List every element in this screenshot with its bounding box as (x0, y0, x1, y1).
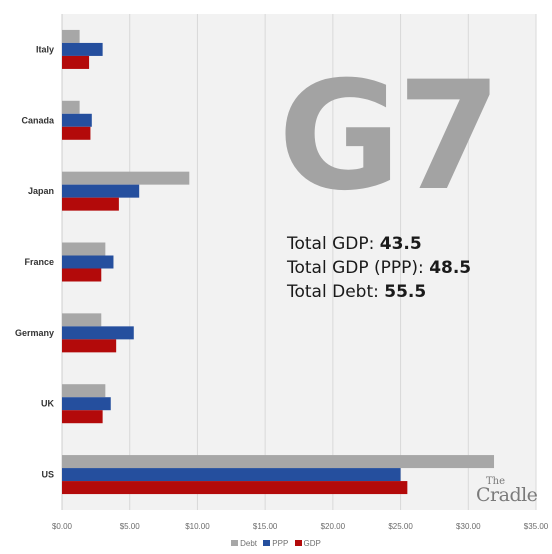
total-debt: Total Debt: 55.5 (287, 280, 471, 304)
category-label: Germany (15, 328, 54, 338)
bar-gdp (62, 268, 102, 282)
x-tick-label: $30.00 (456, 522, 481, 531)
legend-label: GDP (303, 539, 321, 548)
brand-name: Cradle (476, 484, 538, 506)
bar-gdp (62, 197, 119, 211)
category-label: UK (41, 399, 54, 409)
total-gdp-value: 43.5 (379, 234, 422, 254)
legend-label: Debt (240, 539, 258, 548)
bar-debt (62, 100, 80, 114)
category-label: US (41, 470, 54, 480)
bar-ppp (62, 42, 103, 56)
x-tick-label: $20.00 (321, 522, 346, 531)
bar-gdp (62, 481, 408, 495)
bar-ppp (62, 255, 114, 269)
bar-debt (62, 242, 106, 256)
total-debt-label: Total Debt: (287, 282, 385, 302)
bar-debt (62, 171, 190, 185)
x-tick-label: $10.00 (185, 522, 210, 531)
bar-debt (62, 313, 102, 327)
plot-area (62, 14, 536, 510)
category-label: France (24, 257, 54, 267)
bar-gdp (62, 339, 117, 353)
totals-panel: Total GDP: 43.5 Total GDP (PPP): 48.5 To… (287, 232, 471, 304)
bar-ppp (62, 113, 92, 127)
category-label: Canada (21, 115, 55, 125)
bar-ppp (62, 397, 111, 411)
bar-debt (62, 29, 80, 43)
bar-gdp (62, 55, 90, 69)
bar-debt (62, 384, 106, 398)
total-ppp-label: Total GDP (PPP): (287, 258, 430, 278)
category-label: Italy (36, 44, 54, 54)
chart-title: G7 (278, 50, 501, 224)
x-tick-label: $35.00 (524, 522, 549, 531)
legend-item: PPP (263, 539, 288, 548)
category-label: Japan (28, 186, 54, 196)
bar-gdp (62, 410, 103, 424)
legend-item: GDP (294, 539, 321, 548)
legend-label: PPP (272, 539, 289, 548)
x-tick-label: $15.00 (253, 522, 278, 531)
total-ppp: Total GDP (PPP): 48.5 (287, 256, 471, 280)
x-tick-label: $0.00 (52, 522, 73, 531)
legend-swatch (294, 540, 302, 546)
total-gdp-label: Total GDP: (287, 234, 380, 254)
legend-item: Debt (231, 539, 257, 548)
bar-ppp (62, 468, 401, 482)
legend: Debt PPP GDP (0, 539, 552, 548)
x-tick-label: $5.00 (120, 522, 141, 531)
legend-swatch (263, 540, 271, 546)
legend-swatch (231, 540, 239, 546)
bar-ppp (62, 184, 140, 198)
brand-the: The (486, 476, 506, 487)
bar-ppp (62, 326, 134, 340)
bar-debt (62, 455, 495, 469)
x-tick-label: $25.00 (388, 522, 413, 531)
bar-gdp (62, 126, 91, 140)
total-gdp: Total GDP: 43.5 (287, 232, 471, 256)
total-debt-value: 55.5 (384, 282, 427, 302)
total-ppp-value: 48.5 (429, 258, 472, 278)
